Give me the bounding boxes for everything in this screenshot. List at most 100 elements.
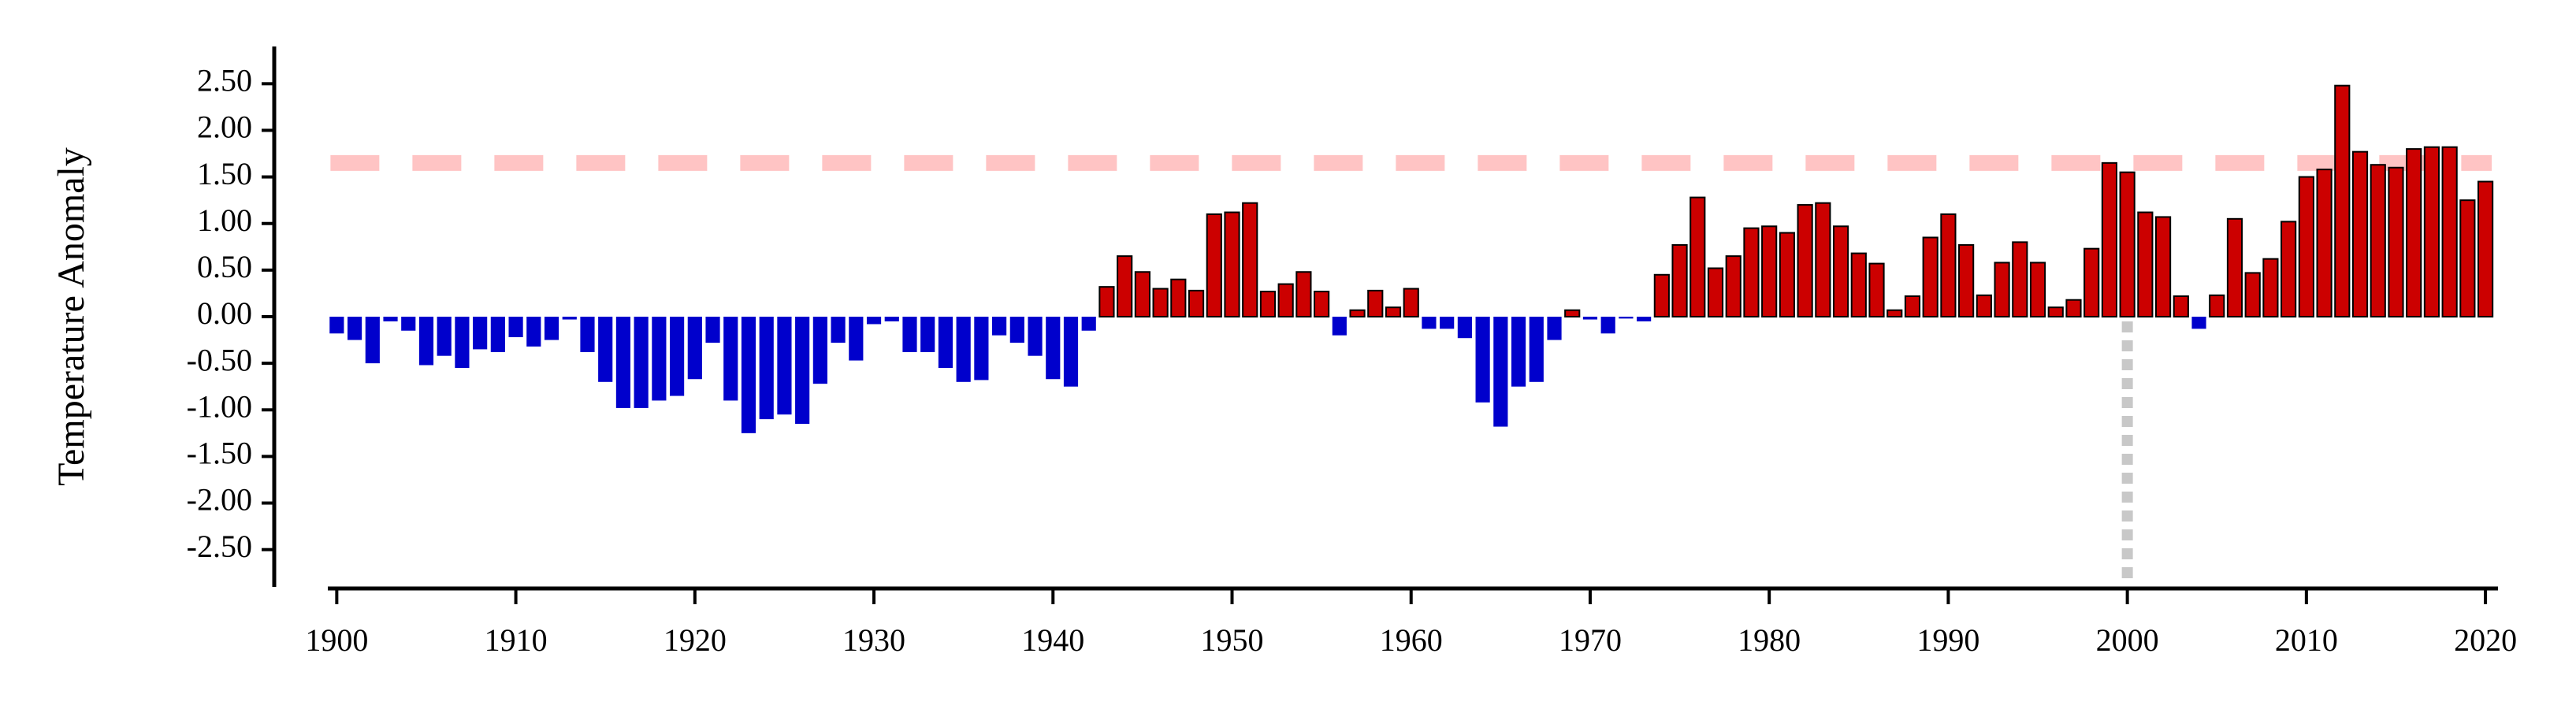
- bar: [992, 317, 1007, 336]
- bar: [1779, 232, 1795, 317]
- bar: [1170, 278, 1187, 318]
- bar: [1725, 255, 1741, 318]
- bar: [1653, 273, 1670, 317]
- bar: [759, 317, 774, 420]
- bar: [1098, 286, 1115, 318]
- bar: [2173, 295, 2189, 317]
- bar: [580, 317, 595, 352]
- bar: [2388, 166, 2404, 317]
- y-tick-label: 0.50: [197, 249, 252, 284]
- bar: [634, 317, 649, 408]
- x-tick-label: 1940: [1021, 622, 1084, 658]
- bar: [1671, 243, 1688, 317]
- bar: [1457, 317, 1472, 339]
- bar: [1689, 196, 1706, 317]
- bar: [2191, 317, 2206, 329]
- bar: [455, 317, 470, 369]
- y-tick-label: -2.00: [187, 482, 252, 518]
- bar: [1994, 262, 2010, 317]
- y-tick-label: 1.00: [197, 202, 252, 238]
- bar: [2047, 306, 2064, 318]
- bar: [795, 317, 810, 425]
- bar: [902, 317, 917, 352]
- bar: [1511, 317, 1526, 387]
- bar: [1582, 317, 1598, 320]
- bar: [938, 317, 953, 369]
- bar: [1349, 309, 1366, 318]
- bar: [1385, 306, 1402, 318]
- bar: [2280, 221, 2297, 317]
- bar: [1009, 317, 1024, 343]
- bar: [2406, 148, 2422, 317]
- bar: [1188, 289, 1205, 317]
- bar: [437, 317, 452, 356]
- bar: [490, 317, 505, 352]
- bar: [2351, 150, 2369, 317]
- bar: [920, 317, 935, 352]
- bar: [2370, 164, 2386, 317]
- bar: [812, 317, 827, 384]
- x-tick-label: 2000: [2096, 622, 2159, 658]
- y-tick-label: 2.00: [197, 110, 252, 145]
- bar: [2316, 169, 2333, 317]
- bar: [652, 317, 667, 401]
- bar: [1832, 225, 1849, 317]
- y-tick-label: 2.50: [197, 62, 252, 98]
- bar: [1886, 309, 1903, 318]
- bar: [473, 317, 488, 350]
- bar: [365, 317, 380, 364]
- y-tick-label: 1.50: [197, 156, 252, 191]
- bar: [705, 317, 720, 343]
- bar: [831, 317, 846, 343]
- bar: [1367, 289, 1384, 317]
- bar: [2209, 294, 2225, 317]
- x-tick-label: 1960: [1380, 622, 1443, 658]
- bar: [974, 317, 989, 380]
- bar: [1152, 288, 1169, 317]
- bar: [2119, 171, 2136, 317]
- bar: [1242, 202, 1258, 318]
- bar: [544, 317, 559, 340]
- x-tick-label: 1920: [664, 622, 727, 658]
- bar: [1440, 317, 1455, 329]
- bar: [508, 317, 523, 338]
- x-tick-label: 1900: [305, 622, 368, 658]
- x-tick-label: 1910: [485, 622, 548, 658]
- bar: [562, 317, 577, 320]
- bar: [615, 317, 631, 408]
- bar: [1028, 317, 1043, 356]
- bar: [1940, 213, 1957, 317]
- bar: [1224, 211, 1240, 317]
- bar: [2244, 272, 2261, 317]
- bar: [347, 317, 362, 340]
- bar: [1868, 262, 1885, 318]
- bar: [956, 317, 971, 382]
- x-tick-label: 1990: [1916, 622, 1979, 658]
- bar: [418, 317, 434, 366]
- bar: [1063, 317, 1079, 387]
- bar: [1134, 271, 1150, 318]
- bar: [1403, 288, 1419, 317]
- bar: [2298, 176, 2314, 317]
- bar: [1600, 317, 1615, 334]
- bar: [2477, 180, 2494, 317]
- bar: [2459, 199, 2476, 317]
- bar: [2154, 216, 2172, 317]
- x-tick-label: 1950: [1201, 622, 1264, 658]
- bar: [1277, 283, 1294, 318]
- bar: [1332, 317, 1347, 336]
- bar: [2137, 211, 2154, 317]
- bar: [1046, 317, 1061, 380]
- bar: [1815, 202, 1831, 318]
- bar: [2441, 146, 2458, 317]
- bar: [1493, 317, 1508, 427]
- bar: [1743, 227, 1760, 318]
- bar: [598, 317, 613, 382]
- y-tick-label: -1.50: [187, 436, 252, 471]
- bar: [777, 317, 792, 415]
- bar: [1619, 317, 1634, 319]
- bar: [723, 317, 738, 401]
- bar: [1976, 294, 1992, 317]
- x-tick-label: 2020: [2454, 622, 2517, 658]
